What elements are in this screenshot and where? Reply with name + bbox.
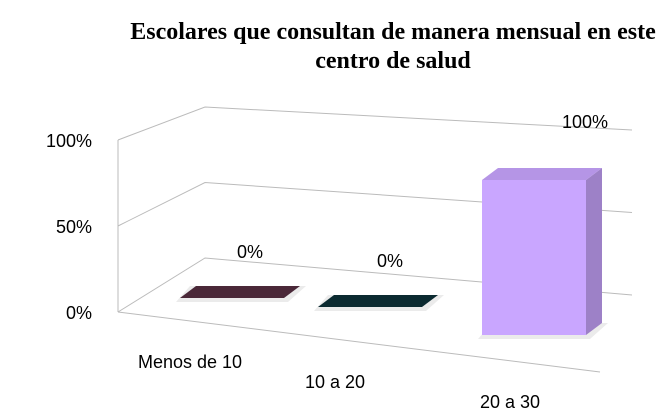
- chart-title: Escolares que consultan de manera mensua…: [130, 19, 656, 74]
- grid-line: [117, 106, 633, 141]
- y-tick-label: 100%: [46, 131, 92, 151]
- bar-front: [482, 180, 586, 335]
- bar-top: [318, 295, 438, 307]
- y-tick-label: 50%: [56, 217, 92, 237]
- x-tick-label: Menos de 10: [138, 352, 242, 372]
- bar-side: [586, 168, 602, 335]
- x-tick-label: 20 a 30: [480, 392, 540, 411]
- floor-edge: [117, 311, 601, 373]
- bar-top: [482, 168, 602, 180]
- y-tick-label: 0%: [66, 303, 92, 323]
- value-label: 0%: [237, 242, 263, 262]
- value-label: 0%: [377, 251, 403, 271]
- x-tick-label: 10 a 20: [305, 372, 365, 392]
- bar-top: [180, 286, 300, 298]
- value-label: 100%: [562, 112, 608, 132]
